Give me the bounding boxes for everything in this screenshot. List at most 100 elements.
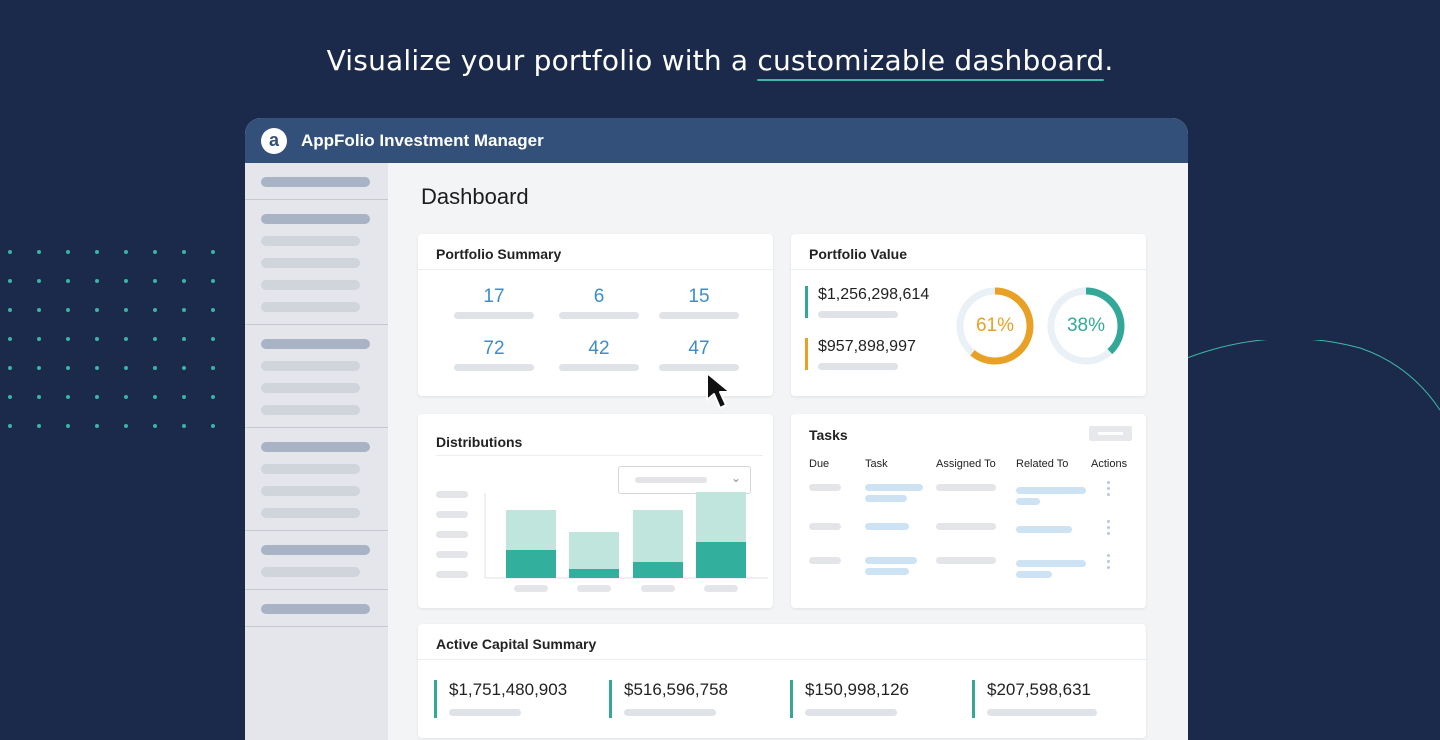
y-tick-label [436,551,468,558]
sidebar-group [245,325,388,428]
sidebar-section-header[interactable] [261,604,370,614]
decorative-dot [211,250,215,254]
distributions-bar-chart [436,491,768,592]
kebab-menu-icon[interactable] [1107,554,1110,572]
distributions-card[interactable]: Distributions ⌄ [418,414,773,608]
bar-segment-dark [506,550,556,578]
decorative-dot [37,366,41,370]
task-cell-placeholder [936,523,996,530]
sidebar-item[interactable] [261,236,360,246]
decorative-dot [37,424,41,428]
active-capital-amount: $1,751,480,903 [434,680,567,718]
decorative-arc [1186,340,1440,411]
decorative-dot [153,366,157,370]
decorative-dot [8,395,12,399]
app-titlebar: a AppFolio Investment Manager [245,118,1188,163]
sidebar-group [245,200,388,325]
sidebar-item[interactable] [261,464,360,474]
decorative-dot [37,337,41,341]
active-capital-card[interactable]: Active Capital Summary $1,751,480,903 $5… [418,624,1146,738]
bar-segment-light [696,492,746,542]
y-tick-label [436,571,468,578]
sidebar-item[interactable] [261,486,360,496]
distributions-title: Distributions [436,434,523,450]
summary-stat[interactable]: 17 [454,286,534,319]
decorative-dot [124,279,128,283]
bar-segment-light [506,510,556,550]
tasks-col-related[interactable]: Related To [1016,458,1069,470]
portfolio-summary-card[interactable]: Portfolio Summary 17 6 15 72 42 47 [418,234,773,396]
decorative-dot [211,395,215,399]
distributions-filter-dropdown[interactable]: ⌄ [618,466,751,494]
decorative-dot [153,308,157,312]
sidebar-group [245,590,388,627]
decorative-dot [95,337,99,341]
x-tick-label [704,585,738,592]
tasks-col-task[interactable]: Task [865,458,888,470]
sidebar-item[interactable] [261,280,360,290]
x-tick-label [641,585,675,592]
summary-stat[interactable]: 47 [659,338,739,371]
decorative-dot [95,308,99,312]
decorative-dot [95,395,99,399]
bar-segment-light [569,532,619,569]
sidebar-item[interactable] [261,258,360,268]
decorative-dot [182,279,186,283]
tasks-col-due[interactable]: Due [809,458,830,470]
active-capital-amount: $516,596,758 [609,680,728,718]
decorative-dot [153,250,157,254]
app-title: AppFolio Investment Manager [301,130,544,150]
chevron-down-icon: ⌄ [730,471,741,485]
sidebar-item[interactable] [261,361,360,371]
decorative-dot [95,366,99,370]
summary-stat[interactable]: 15 [659,286,739,319]
decorative-dot [211,279,215,283]
sidebar-item[interactable] [261,405,360,415]
decorative-dot [153,337,157,341]
donut-label: 61% [975,315,1015,336]
decorative-dot [153,279,157,283]
sidebar-item[interactable] [261,567,360,577]
task-cell-placeholder [865,495,907,502]
portfolio-value-amount: $1,256,298,614 [805,286,929,318]
active-capital-title: Active Capital Summary [418,624,1146,660]
sidebar-section-header[interactable] [261,177,370,187]
sidebar-item[interactable] [261,508,360,518]
donut-arc [956,287,1034,365]
task-cell-placeholder [865,568,909,575]
sidebar-item[interactable] [261,302,360,312]
mouse-pointer-icon [706,372,731,409]
tasks-action-button[interactable] [1089,426,1132,441]
decorative-dot [182,250,186,254]
sidebar-item[interactable] [261,383,360,393]
summary-stat[interactable]: 42 [559,338,639,371]
summary-stat[interactable]: 6 [559,286,639,319]
portfolio-value-card[interactable]: Portfolio Value $1,256,298,614 $957,898,… [791,234,1146,396]
sidebar-section-header[interactable] [261,545,370,555]
task-cell-placeholder [936,484,996,491]
tasks-col-actions[interactable]: Actions [1091,458,1128,470]
decorative-dot [66,366,70,370]
task-cell-placeholder [1016,526,1072,533]
portfolio-value-amount: $957,898,997 [805,338,916,370]
decorative-dot [211,366,215,370]
task-cell-placeholder [936,557,996,564]
task-cell-placeholder [865,557,917,564]
summary-stat[interactable]: 72 [454,338,534,371]
sidebar-section-header[interactable] [261,442,370,452]
tasks-col-assigned[interactable]: Assigned To [936,458,996,470]
sidebar-section-header[interactable] [261,214,370,224]
task-cell-placeholder [1016,560,1086,567]
decorative-dot [95,279,99,283]
donut-chart-61[interactable]: 61% [954,285,1036,367]
decorative-dot [37,395,41,399]
tasks-card[interactable]: Tasks Due Task Assigned To Related To Ac… [791,414,1146,608]
sidebar-section-header[interactable] [261,339,370,349]
decorative-dot [37,308,41,312]
kebab-menu-icon[interactable] [1107,481,1110,499]
kebab-menu-icon[interactable] [1107,520,1110,538]
headline: Visualize your portfolio with a customiz… [0,44,1440,81]
task-cell-placeholder [809,523,841,530]
appfolio-logo-icon[interactable]: a [261,127,287,154]
donut-chart-38[interactable]: 38% [1045,285,1127,367]
